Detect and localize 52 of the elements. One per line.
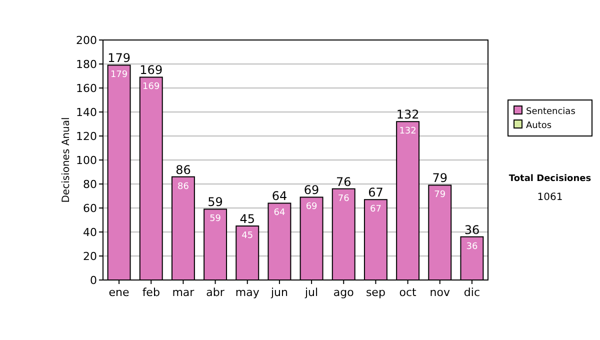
y-tick-label: 0 — [90, 274, 97, 287]
total-label: 64 — [272, 189, 288, 204]
x-tick-label: ago — [333, 286, 354, 299]
y-tick-label: 60 — [83, 202, 97, 215]
data-label: 86 — [177, 182, 190, 192]
x-tick-label: jul — [304, 286, 318, 299]
data-label: 132 — [399, 126, 416, 137]
y-tick-label: 120 — [76, 130, 97, 143]
legend-label: Autos — [526, 121, 552, 131]
x-tick-label: abr — [206, 286, 225, 299]
x-tick-label: jun — [270, 286, 288, 299]
y-tick-label: 160 — [76, 82, 97, 95]
data-label: 76 — [338, 194, 350, 204]
total-label: 179 — [108, 51, 130, 66]
total-label: 59 — [208, 195, 223, 210]
data-label: 169 — [142, 82, 160, 92]
data-label: 67 — [370, 204, 382, 215]
data-label: 69 — [306, 202, 318, 212]
y-tick-label: 140 — [76, 106, 97, 119]
data-label: 59 — [210, 214, 222, 224]
total-label: 45 — [240, 212, 256, 226]
total-label: 79 — [432, 171, 448, 186]
x-tick-label: nov — [430, 286, 450, 299]
data-label: 64 — [274, 208, 286, 218]
y-tick-label: 100 — [76, 154, 97, 167]
data-label: 79 — [434, 190, 446, 200]
total-label: 69 — [304, 183, 320, 198]
x-tick-label: dic — [464, 286, 480, 299]
x-tick-label: mar — [172, 286, 195, 299]
total-label: 67 — [368, 186, 384, 200]
total-label: 132 — [396, 108, 420, 122]
x-tick-label: feb — [142, 286, 160, 299]
total-label: 169 — [140, 63, 163, 78]
data-label: 36 — [466, 242, 478, 252]
x-tick-label: ene — [108, 286, 130, 299]
y-tick-label: 180 — [76, 58, 97, 71]
x-tick-label: sep — [366, 286, 386, 299]
data-label: 45 — [242, 231, 254, 241]
data-label: 179 — [110, 70, 128, 80]
total-label: 36 — [464, 222, 480, 237]
text: Total Decisiones — [508, 174, 592, 184]
x-tick-label: may — [235, 286, 260, 299]
text: 1061 — [537, 192, 563, 203]
y-tick-label: 20 — [83, 250, 97, 263]
y-axis-title: Decisiones Anual — [61, 117, 72, 203]
y-tick-label: 200 — [76, 34, 97, 47]
total-label: 86 — [176, 162, 191, 177]
y-tick-label: 40 — [83, 226, 97, 239]
legend-label: Sentencias — [526, 107, 576, 117]
total-label: 76 — [336, 174, 352, 189]
x-tick-label: oct — [399, 286, 418, 299]
y-tick-label: 80 — [83, 178, 97, 191]
